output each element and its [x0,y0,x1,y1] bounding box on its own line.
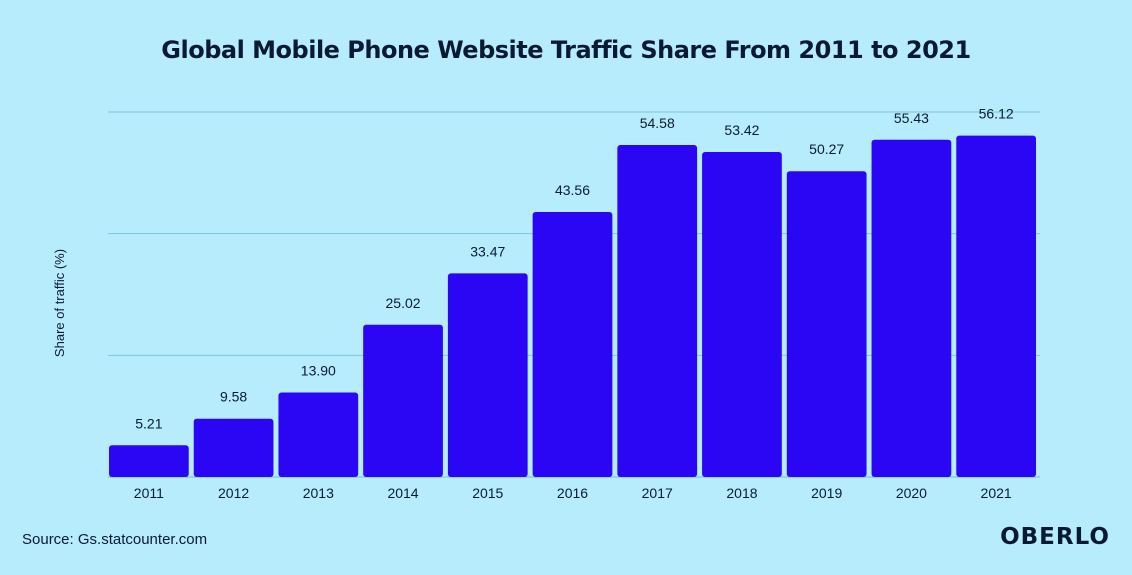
brand-logo: OBERLO [1000,524,1110,550]
x-tick-2019: 2019 [811,485,842,501]
chart-title: Global Mobile Phone Website Traffic Shar… [161,36,971,64]
x-tick-2012: 2012 [218,485,249,501]
source-note: Source: Gs.statcounter.com [22,531,208,548]
bar-2013 [278,392,359,477]
value-label-2013: 13.90 [301,362,336,378]
bar-2014 [363,324,443,477]
x-tick-2015: 2015 [472,485,503,501]
x-tick-2013: 2013 [303,485,334,501]
x-tick-2017: 2017 [642,485,673,501]
x-tick-2018: 2018 [726,485,757,501]
value-label-2015: 33.47 [470,243,505,259]
value-label-2012: 9.58 [220,389,247,405]
value-label-2019: 50.27 [809,141,844,157]
x-tick-2011: 2011 [134,485,164,501]
x-tick-2020: 2020 [896,485,927,501]
bar-2021 [956,135,1036,477]
value-labels: 5.21 9.58 13.90 25.02 33.47 43.56 54.58 53.42 50… [135,106,1014,432]
bars [109,135,1036,478]
value-label-2011: 5.21 [135,415,162,431]
bar-2011 [109,445,189,477]
value-label-2018: 53.42 [724,122,759,138]
bar-2012 [193,418,274,477]
value-label-2016: 43.56 [555,182,590,198]
value-label-2014: 25.02 [386,295,421,311]
value-label-2020: 55.43 [894,110,929,126]
bar-2017 [617,144,698,477]
x-tick-labels: 2011 2012 2013 2014 2015 2016 2017 2018 2019 2020… [134,485,1012,501]
bar-2016 [532,212,613,477]
x-tick-2014: 2014 [387,485,418,501]
bar-2019 [786,171,867,477]
bar-2015 [447,273,528,477]
bar-2020 [871,139,952,477]
value-label-2017: 54.58 [640,115,675,131]
value-label-2021: 56.12 [979,106,1014,122]
x-tick-2021: 2021 [981,485,1012,501]
x-tick-2016: 2016 [557,485,588,501]
y-axis-label: Share of traffic (%) [52,249,67,357]
bar-2018 [702,152,782,478]
